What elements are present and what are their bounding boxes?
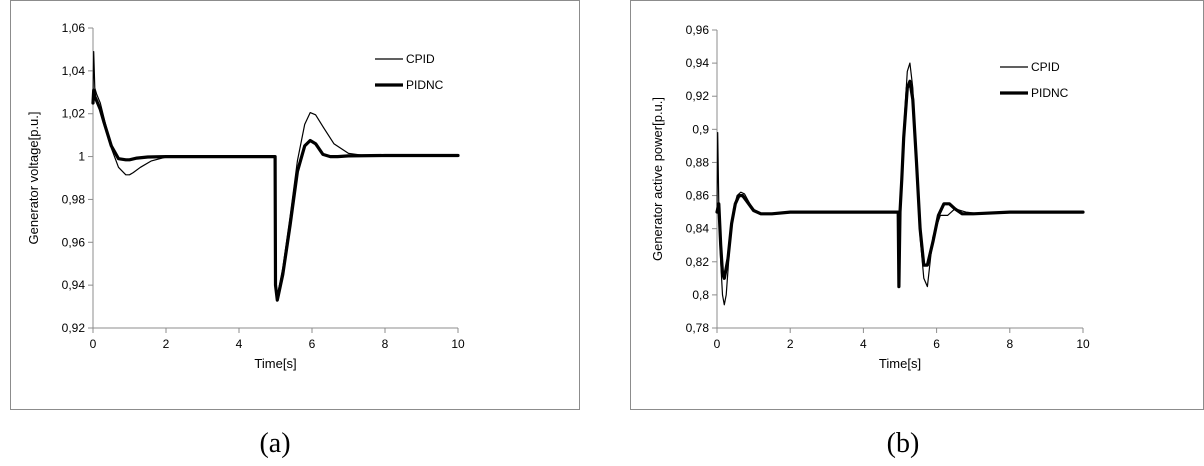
x-tick-label: 2 <box>787 337 794 351</box>
y-tick-label: 1,06 <box>62 21 86 35</box>
legend-label-pidnc: PIDNC <box>406 78 444 92</box>
x-tick-label: 0 <box>90 337 97 351</box>
voltage-chart: 0,92 0,94 0,96 0,98 1 1,02 1,04 1,06 0 2 4 6 8 10 Time… <box>26 21 465 371</box>
x-tick-label: 8 <box>1006 337 1013 351</box>
y-tick-label: 0,94 <box>686 56 710 70</box>
chart-frame-b <box>630 0 1204 410</box>
series-line-pidnc <box>715 79 1085 289</box>
x-axis-title: Time[s] <box>254 356 296 371</box>
x-tick-label: 6 <box>933 337 940 351</box>
x-tick-label: 10 <box>1076 337 1090 351</box>
y-axis-title: Generator voltage[p.u.] <box>26 112 41 245</box>
x-tick-label: 4 <box>860 337 867 351</box>
y-tick-label: 1 <box>78 150 85 164</box>
legend-label-cpid: CPID <box>406 52 435 66</box>
active-power-chart: 0,78 0,8 0,82 0,84 0,86 0,88 0,9 0,92 0,94 0,96 0 2… <box>650 23 1090 371</box>
y-tick-label: 0,82 <box>686 255 710 269</box>
y-tick-label: 0,78 <box>686 321 710 335</box>
chart-panel-a: 0,92 0,94 0,96 0,98 1 1,02 1,04 1,06 0 2 4 6 8 10 Time… <box>10 0 580 410</box>
legend-label-pidnc: PIDNC <box>1031 86 1069 100</box>
y-tick-label: 0,88 <box>686 155 710 169</box>
x-tick-label: 2 <box>163 337 170 351</box>
y-tick-label: 0,98 <box>62 192 86 206</box>
x-axis-title: Time[s] <box>879 356 921 371</box>
y-tick-label: 0,92 <box>62 321 86 335</box>
y-tick-label: 0,9 <box>692 122 709 136</box>
x-tick-label: 6 <box>309 337 316 351</box>
legend-label-cpid: CPID <box>1031 60 1060 74</box>
series-line-pidnc <box>91 88 460 302</box>
panel-label-a: (a) <box>259 428 291 459</box>
y-tick-label: 0,92 <box>686 89 710 103</box>
y-tick-label: 1,04 <box>62 64 86 78</box>
y-tick-label: 0,94 <box>62 278 86 292</box>
y-tick-label: 0,96 <box>62 235 86 249</box>
chart-frame-a <box>10 0 580 410</box>
y-tick-label: 0,86 <box>686 189 710 203</box>
panel-label-b: (b) <box>886 428 920 459</box>
y-tick-label: 0,96 <box>686 23 710 37</box>
y-tick-label: 0,84 <box>686 222 710 236</box>
x-tick-label: 8 <box>382 337 389 351</box>
x-tick-label: 0 <box>714 337 721 351</box>
x-tick-label: 4 <box>236 337 243 351</box>
y-tick-label: 0,8 <box>692 288 709 302</box>
y-tick-label: 1,02 <box>62 107 86 121</box>
y-axis-title: Generator active power[p.u.] <box>650 97 665 261</box>
x-tick-label: 10 <box>451 337 465 351</box>
chart-panel-b: 0,78 0,8 0,82 0,84 0,86 0,88 0,9 0,92 0,94 0,96 0 2… <box>630 0 1204 410</box>
